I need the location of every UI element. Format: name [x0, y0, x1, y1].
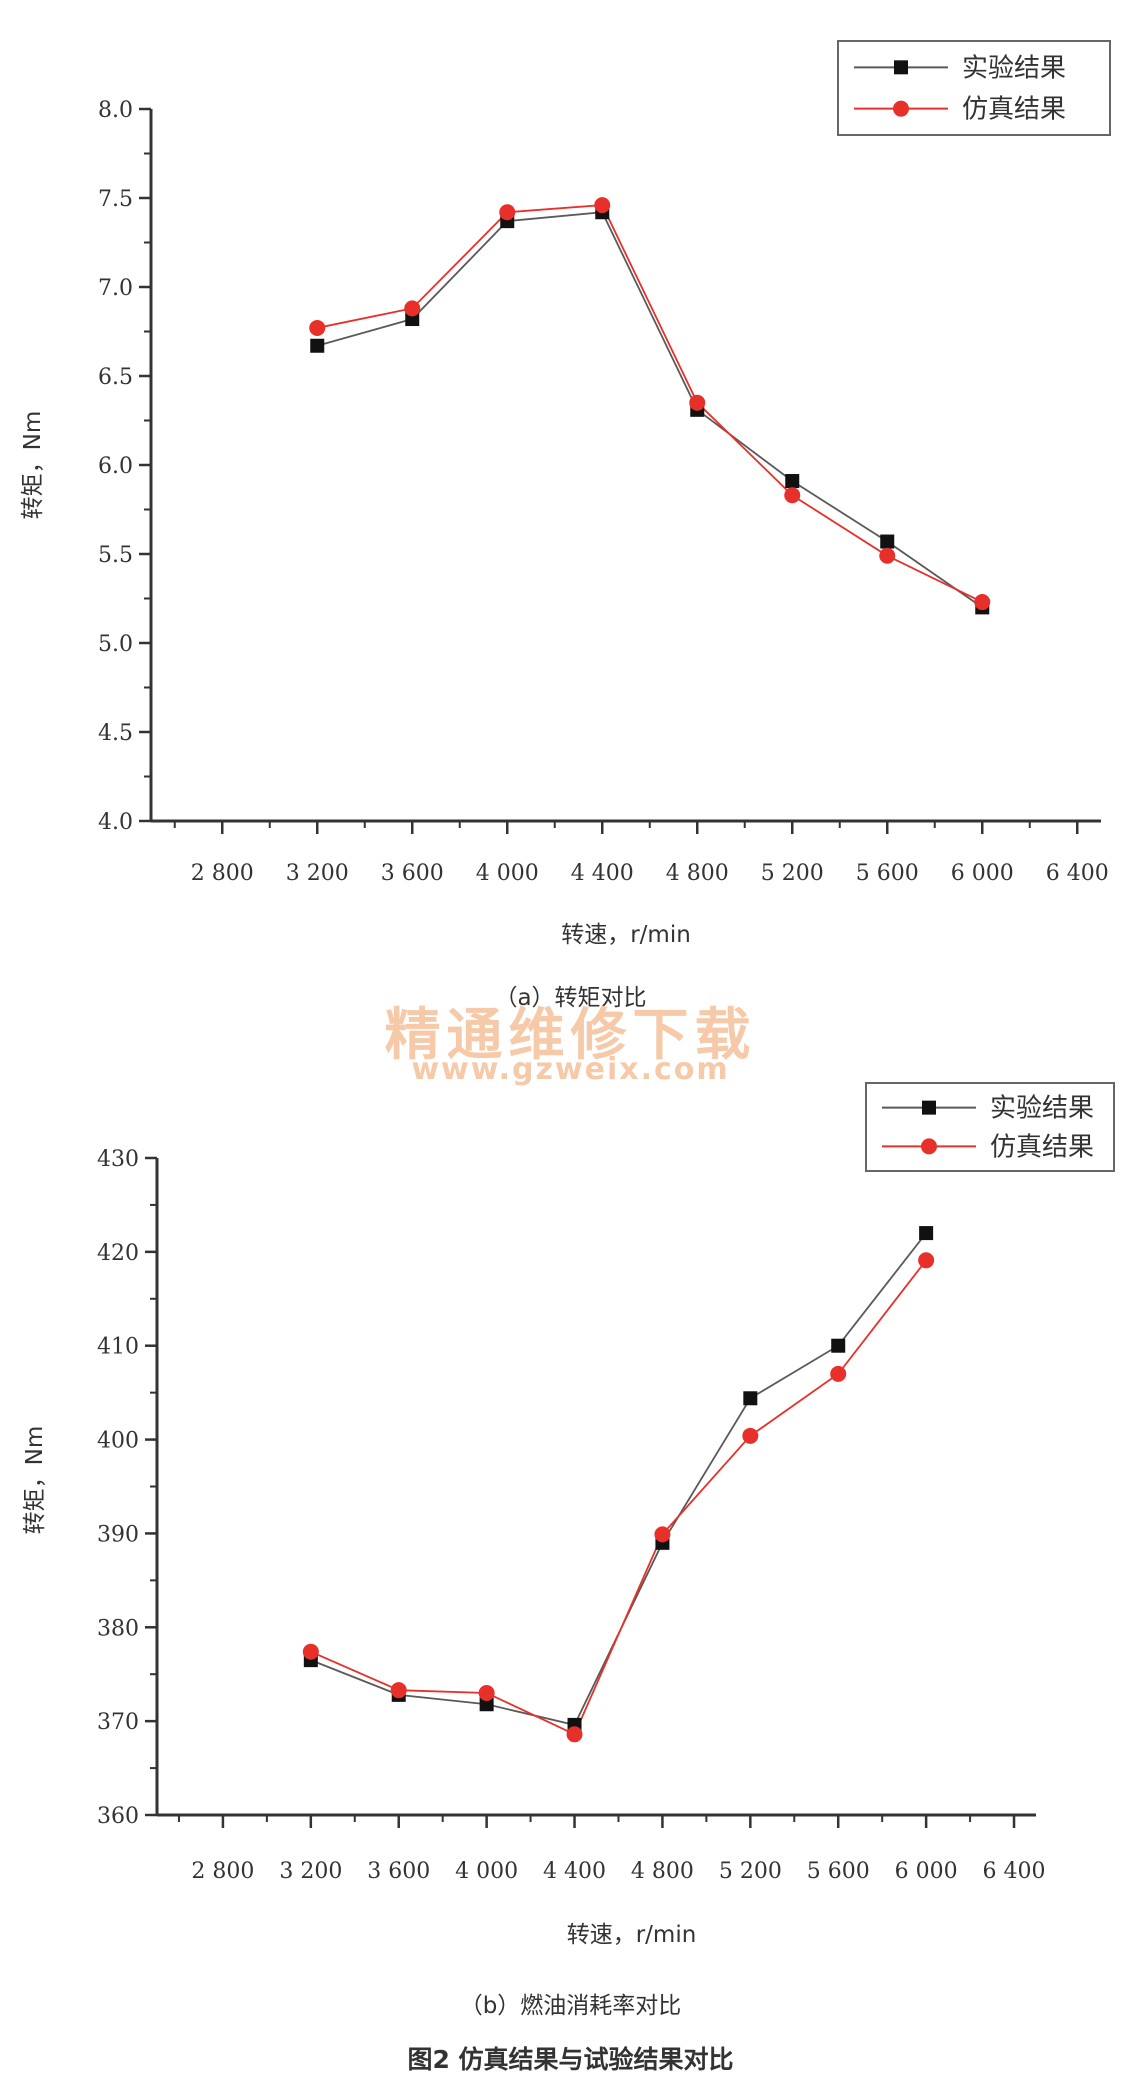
data-point-simulation [830, 1365, 847, 1382]
x-tick-label: 2 800 [191, 861, 254, 886]
legend-label: 实验结果 [990, 1094, 1094, 1124]
y-tick-label: 400 [97, 1429, 139, 1454]
subplot-a: 4.0 4.5 5.0 5.5 6.0 6.5 7.0 7.5 8.0 2 800 3 200 3 6… [20, 40, 1111, 948]
x-tick-label: 3 200 [286, 861, 349, 886]
x-tick-label: 6 400 [1046, 861, 1109, 886]
legend-marker-circle [893, 100, 909, 117]
x-tick-label: 6 400 [983, 1859, 1046, 1884]
y-tick-label: 8.0 [98, 98, 133, 123]
x-axis-title: 转速，r/min [567, 1922, 697, 1948]
x-tick-label: 2 800 [191, 1859, 254, 1884]
x-tick-label: 3 200 [279, 1859, 342, 1884]
subplot-a-caption: （a）转矩对比 [494, 985, 647, 1011]
data-point-simulation [654, 1526, 671, 1543]
legend-box [865, 1082, 1115, 1172]
x-tick-label: 5 200 [761, 861, 824, 886]
x-tick-label: 6 000 [951, 861, 1014, 886]
y-tick-label: 370 [97, 1710, 139, 1735]
legend-marker-square [922, 1100, 936, 1115]
x-tick-label: 3 600 [381, 861, 444, 886]
x-tick-label: 5 200 [719, 1859, 782, 1884]
x-tick-label: 4 800 [666, 861, 729, 886]
y-tick-label: 410 [97, 1335, 139, 1360]
data-point-simulation [742, 1427, 759, 1444]
data-point-simulation [594, 197, 611, 214]
data-point-simulation [390, 1682, 407, 1699]
y-tick-label: 380 [97, 1616, 139, 1641]
y-tick-label: 7.0 [98, 276, 133, 301]
y-tick-label: 5.0 [98, 632, 133, 657]
data-point-experiment [479, 1697, 494, 1712]
y-tick-label: 430 [97, 1147, 139, 1172]
x-tick-label: 4 400 [571, 861, 634, 886]
x-tick-label: 5 600 [807, 1859, 870, 1884]
data-point-simulation [478, 1684, 495, 1701]
legend-box [837, 40, 1111, 136]
data-point-simulation [499, 204, 516, 221]
y-axis-title: 转矩，Nm [22, 1426, 48, 1535]
y-tick-label: 7.5 [98, 187, 133, 212]
data-point-experiment [310, 338, 325, 353]
series-line-experiment [317, 211, 983, 609]
y-tick-label: 4.0 [98, 810, 133, 835]
subplot-b: 360 370 380 390 400 410 420 430 2 800 3 200 3 600 4… [22, 1082, 1115, 1948]
data-point-experiment [880, 534, 895, 549]
series-line-experiment [310, 1232, 927, 1726]
legend-label: 仿真结果 [990, 1132, 1094, 1162]
x-tick-label: 4 000 [455, 1859, 518, 1884]
data-point-simulation [918, 1252, 935, 1269]
y-tick-label: 390 [97, 1522, 139, 1547]
data-point-simulation [309, 319, 326, 336]
data-point-experiment [831, 1338, 846, 1353]
watermark-text: 精通维修下载 [384, 1003, 757, 1068]
x-tick-label: 4 000 [476, 861, 539, 886]
x-tick-label: 6 000 [895, 1859, 958, 1884]
data-point-simulation [974, 594, 991, 611]
legend-marker-square [894, 60, 908, 75]
series-line-simulation [317, 204, 983, 603]
x-tick-label: 5 600 [856, 861, 919, 886]
data-point-experiment [919, 1226, 934, 1241]
y-tick-label: 4.5 [98, 721, 133, 746]
x-tick-label: 3 600 [367, 1859, 430, 1884]
legend-label: 仿真结果 [962, 95, 1066, 125]
data-point-simulation [689, 394, 706, 411]
watermark-url: www.gzweix.com [411, 1052, 730, 1087]
legend-marker-circle [921, 1138, 937, 1155]
data-point-simulation [784, 487, 801, 504]
y-tick-label: 5.5 [98, 543, 133, 568]
x-tick-label: 4 400 [543, 1859, 606, 1884]
y-tick-label: 6.0 [98, 454, 133, 479]
data-point-simulation [302, 1643, 319, 1660]
y-tick-label: 6.5 [98, 365, 133, 390]
y-tick-label: 360 [97, 1804, 139, 1829]
x-axis-title: 转速，r/min [561, 922, 691, 948]
series-line-simulation [310, 1259, 927, 1736]
x-tick-label: 4 800 [631, 1859, 694, 1884]
data-point-experiment [785, 474, 800, 489]
y-axis-title: 转矩，Nm [20, 411, 46, 520]
data-point-simulation [566, 1726, 583, 1743]
y-tick-label: 420 [97, 1241, 139, 1266]
data-point-experiment [743, 1391, 758, 1406]
subplot-b-caption: （b）燃油消耗率对比 [459, 1993, 682, 2019]
data-point-simulation [879, 547, 896, 564]
data-point-simulation [404, 300, 421, 317]
figure-caption: 图2 仿真结果与试验结果对比 [407, 2045, 734, 2074]
legend-label: 实验结果 [962, 53, 1066, 83]
